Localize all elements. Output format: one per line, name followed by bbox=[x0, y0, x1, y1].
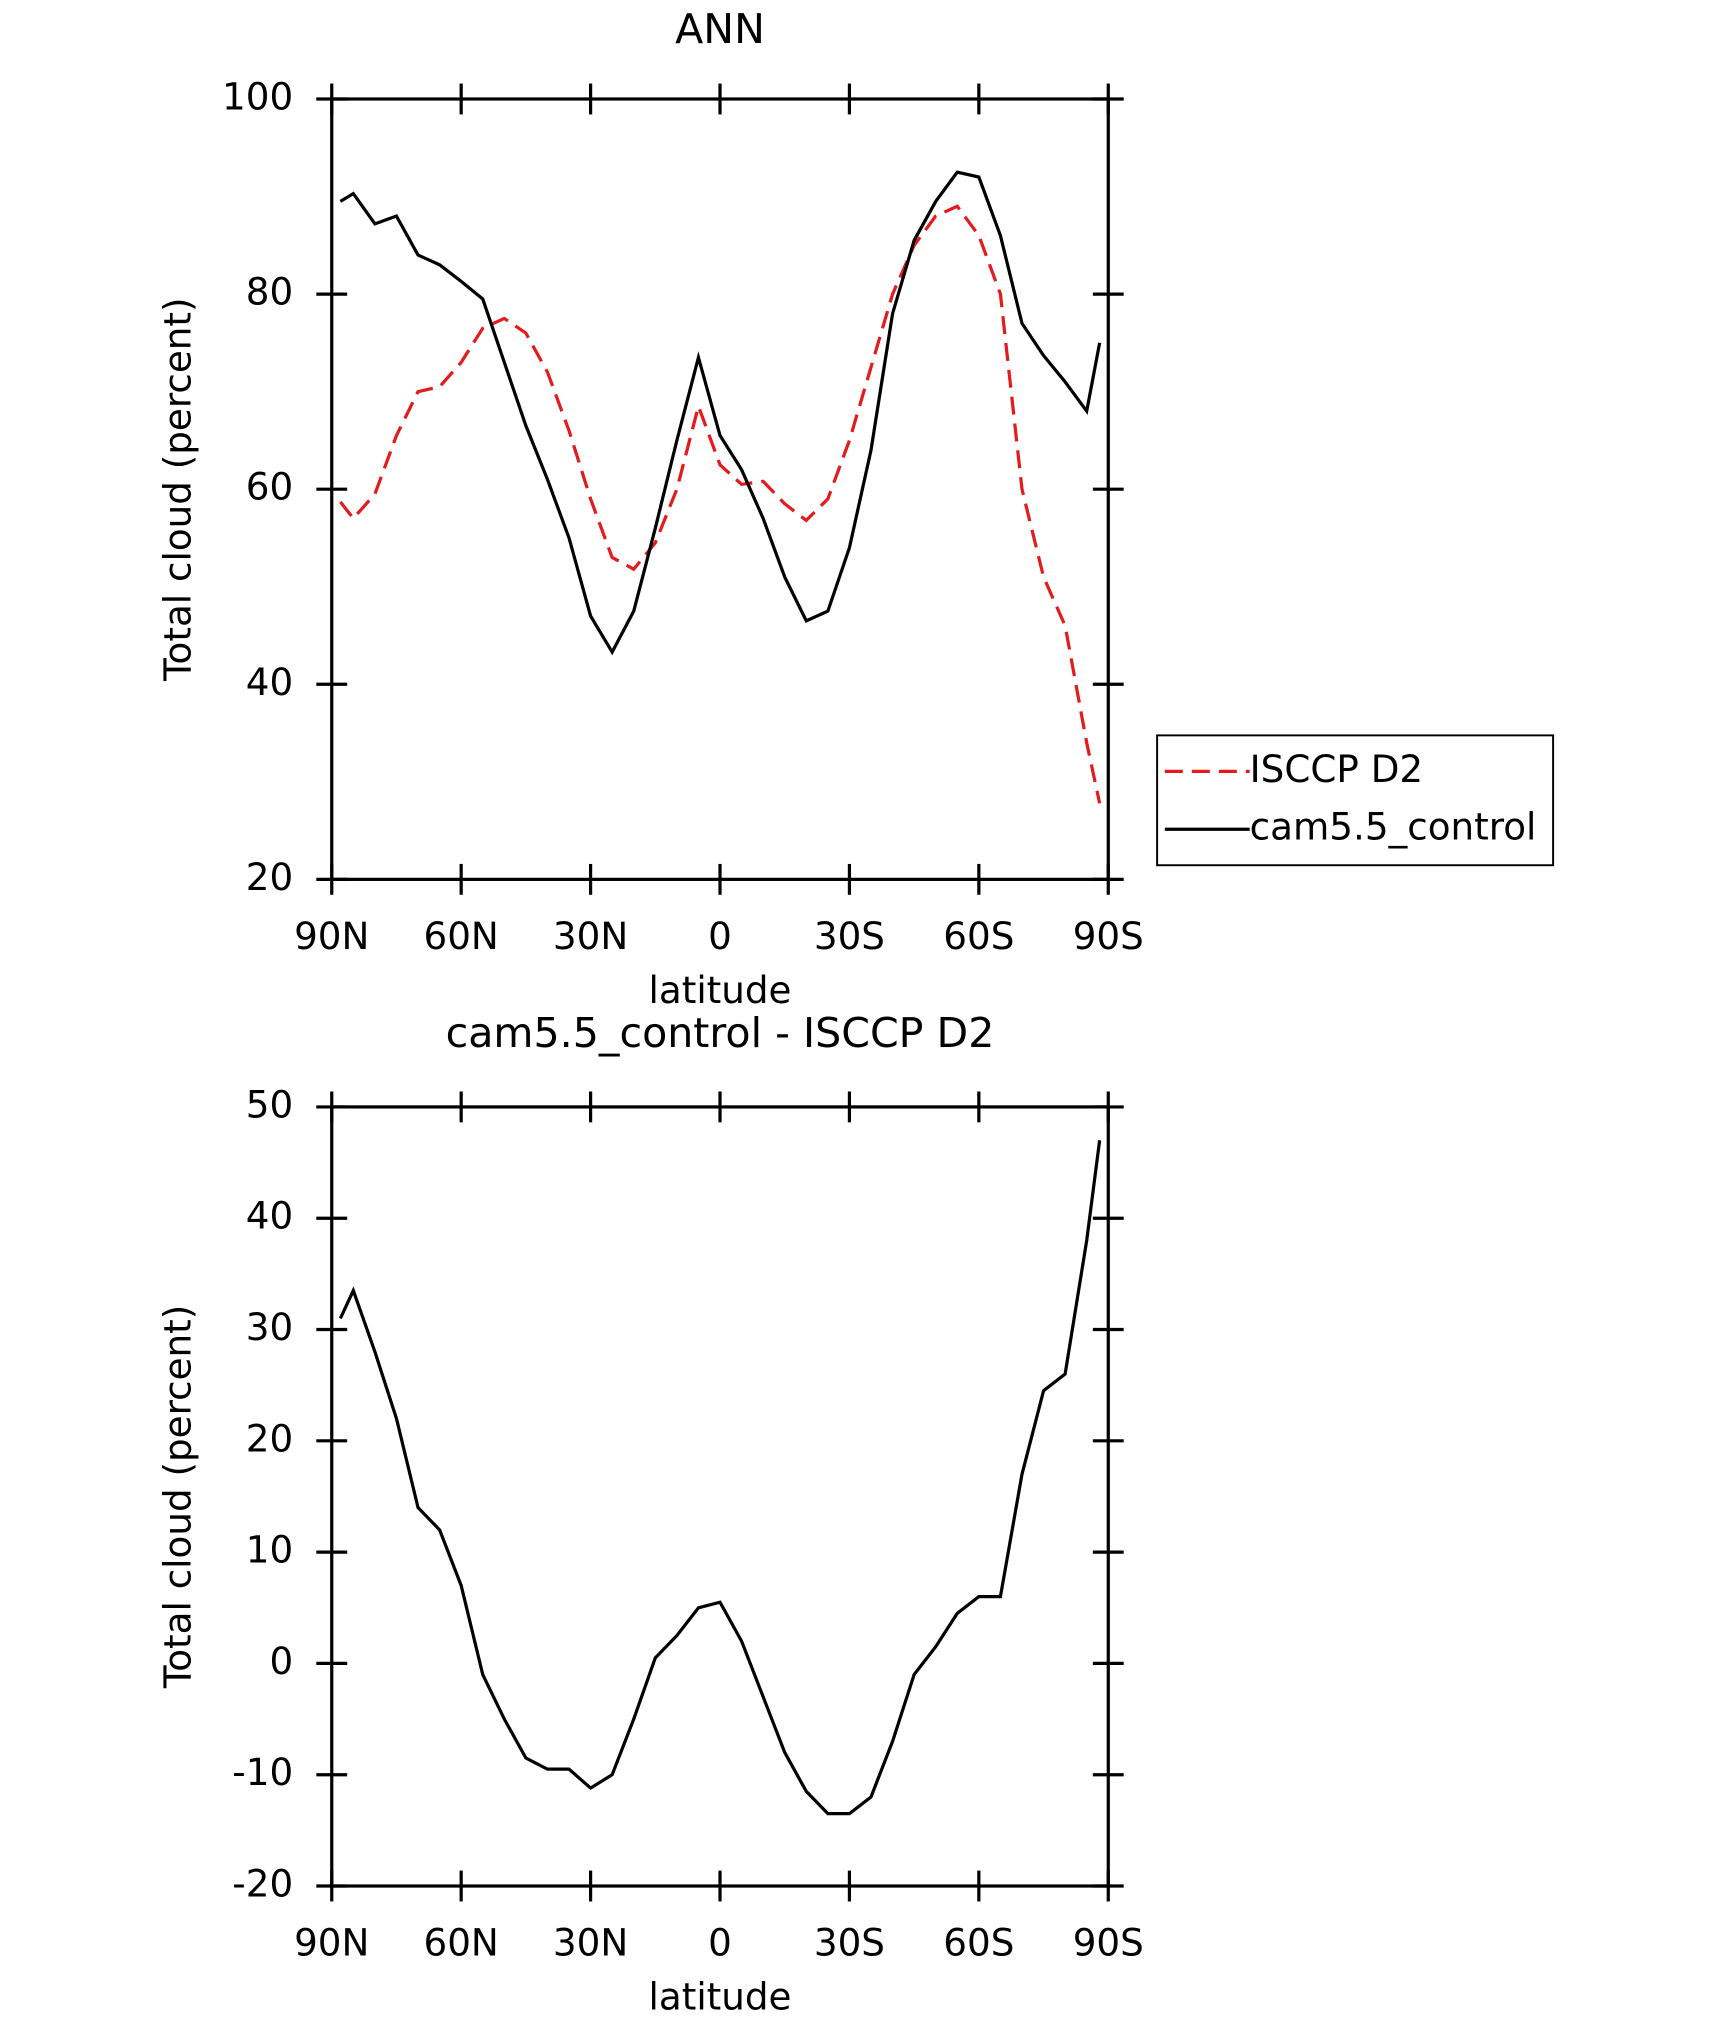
chart-title: ANN bbox=[675, 5, 765, 53]
legend-label: cam5.5_control bbox=[1250, 805, 1537, 849]
data-line bbox=[339, 204, 1102, 804]
x-tick-label: 60N bbox=[424, 1921, 499, 1965]
plot-frame bbox=[330, 1105, 1110, 1888]
y-tick-label: 50 bbox=[246, 1082, 293, 1126]
chart-title: cam5.5_control - ISCCP D2 bbox=[446, 1009, 995, 1057]
legend-label: ISCCP D2 bbox=[1250, 747, 1423, 791]
x-axis-label: latitude bbox=[649, 968, 792, 1012]
y-tick-label: -20 bbox=[232, 1862, 293, 1906]
y-tick-label: 40 bbox=[246, 660, 293, 704]
y-tick-label: -10 bbox=[232, 1750, 293, 1794]
x-tick-label: 30N bbox=[553, 1921, 628, 1965]
x-axis-label: latitude bbox=[649, 1975, 792, 2019]
y-tick-label: 60 bbox=[246, 465, 293, 509]
y-tick-label: 100 bbox=[222, 74, 293, 118]
y-tick-label: 20 bbox=[246, 1416, 293, 1460]
x-tick-label: 0 bbox=[708, 914, 732, 958]
y-axis-label: Total cloud (percent) bbox=[156, 1305, 200, 1689]
x-tick-label: 90N bbox=[294, 914, 369, 958]
y-tick-label: 20 bbox=[246, 855, 293, 899]
y-tick-label: 40 bbox=[246, 1194, 293, 1238]
x-tick-label: 60S bbox=[943, 914, 1014, 958]
y-axis-label: Total cloud (percent) bbox=[156, 297, 200, 681]
x-tick-label: 90N bbox=[294, 1921, 369, 1965]
x-tick-label: 90S bbox=[1073, 914, 1144, 958]
data-line bbox=[338, 1140, 1102, 1816]
x-tick-label: 90S bbox=[1073, 1921, 1144, 1965]
x-tick-label: 0 bbox=[708, 1921, 732, 1965]
y-tick-label: 30 bbox=[246, 1305, 293, 1349]
y-tick-label: 80 bbox=[246, 270, 293, 314]
x-tick-label: 60S bbox=[943, 1921, 1014, 1965]
x-tick-label: 30N bbox=[553, 914, 628, 958]
data-line bbox=[339, 170, 1102, 656]
y-tick-label: 0 bbox=[269, 1639, 293, 1683]
x-tick-label: 30S bbox=[814, 914, 885, 958]
x-tick-label: 30S bbox=[814, 1921, 885, 1965]
legend-box bbox=[1156, 734, 1555, 867]
y-tick-label: 10 bbox=[246, 1528, 293, 1572]
x-tick-label: 60N bbox=[424, 914, 499, 958]
